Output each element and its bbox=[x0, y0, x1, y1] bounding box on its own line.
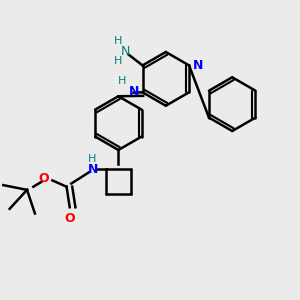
Text: H: H bbox=[114, 36, 122, 46]
Text: H: H bbox=[118, 76, 127, 86]
Text: H: H bbox=[88, 154, 96, 164]
Text: N: N bbox=[121, 45, 130, 58]
Text: O: O bbox=[64, 212, 75, 225]
Text: N: N bbox=[128, 85, 139, 98]
Text: N: N bbox=[88, 164, 99, 176]
Text: N: N bbox=[193, 59, 203, 72]
Text: H: H bbox=[114, 56, 122, 66]
Text: O: O bbox=[38, 172, 49, 185]
